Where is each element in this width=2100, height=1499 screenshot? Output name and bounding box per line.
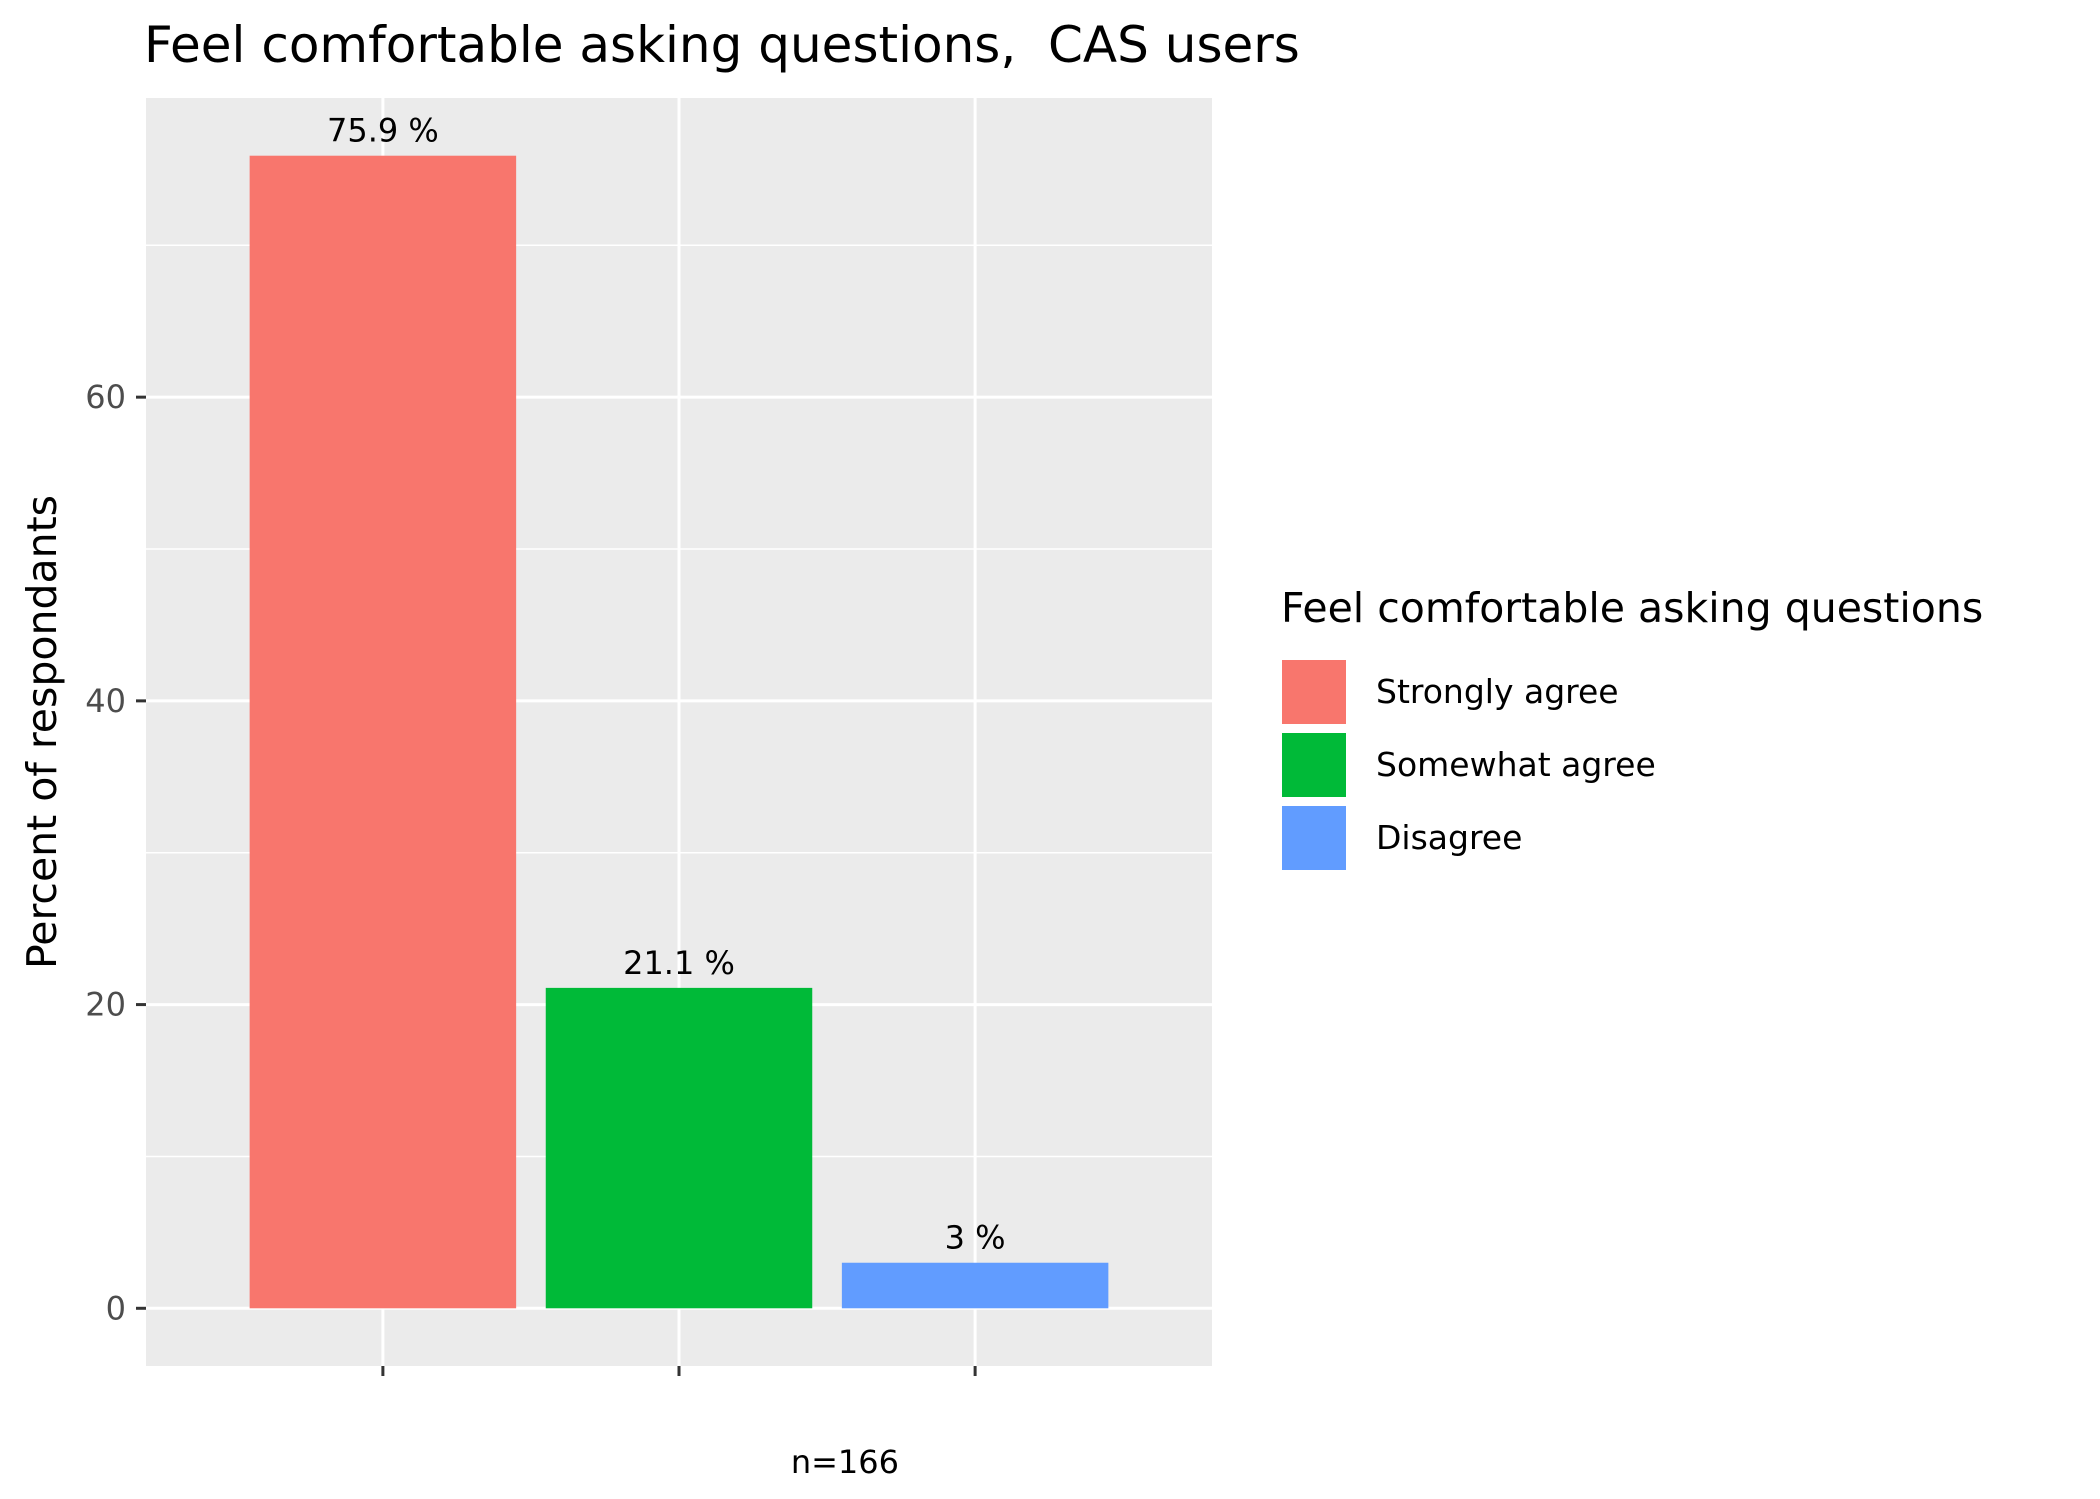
sample-size-caption: n=166 bbox=[790, 1443, 899, 1481]
legend-key bbox=[1280, 804, 1348, 872]
data-label: 21.1 % bbox=[623, 944, 735, 982]
legend-item-label: Strongly agree bbox=[1376, 672, 1619, 711]
y-tick-label: 40 bbox=[85, 682, 126, 720]
legend-item-label: Disagree bbox=[1376, 818, 1522, 857]
legend-key bbox=[1280, 658, 1348, 726]
bars bbox=[249, 155, 1109, 1309]
y-tick-label: 0 bbox=[106, 1289, 126, 1327]
bar-somewhat-agree bbox=[545, 987, 813, 1309]
y-tick-label: 60 bbox=[85, 378, 126, 416]
legend-key bbox=[1280, 731, 1348, 799]
bar-disagree bbox=[841, 1262, 1109, 1309]
data-label: 75.9 % bbox=[327, 112, 439, 150]
legend-item-label: Somewhat agree bbox=[1376, 745, 1656, 784]
legend-title: Feel comfortable asking questions bbox=[1281, 584, 1984, 632]
y-tick-label: 20 bbox=[85, 986, 126, 1024]
chart-title: Feel comfortable asking questions, CAS u… bbox=[144, 16, 1300, 74]
data-label: 3 % bbox=[945, 1219, 1006, 1257]
data-labels: 75.9 % 21.1 % 3 % bbox=[327, 112, 1006, 1257]
legend: Strongly agree Somewhat agree Disagree bbox=[1280, 658, 1656, 872]
y-axis-label: Percent of respondants bbox=[18, 495, 66, 969]
bar-strongly-agree bbox=[249, 155, 517, 1309]
axes: 0 20 40 60 bbox=[85, 378, 977, 1376]
